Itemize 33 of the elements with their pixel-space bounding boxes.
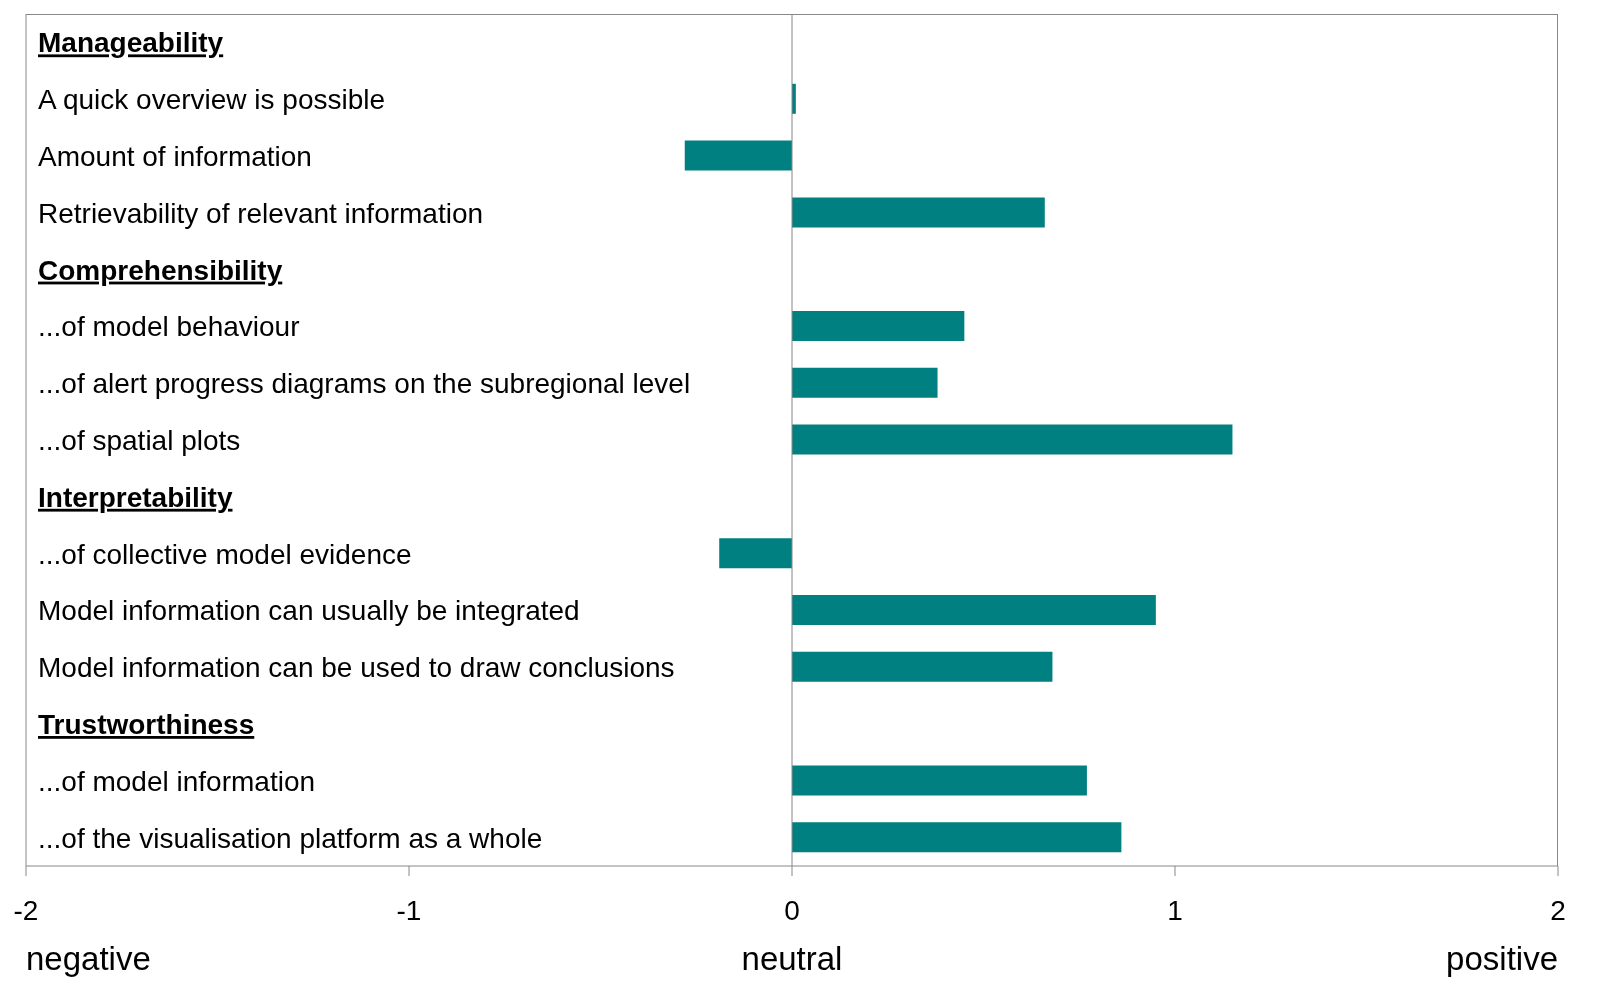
y-tick-label: Manageability — [38, 27, 224, 59]
bar — [719, 538, 792, 569]
x-tick-label: -2 — [13, 894, 39, 926]
text: neutral — [741, 940, 843, 978]
bar — [792, 822, 1122, 853]
bar — [792, 651, 1053, 682]
y-tick-label: ...of alert progress diagrams on the subregional level — [38, 368, 691, 400]
y-tick-label: Retrievability of relevant information — [38, 197, 484, 229]
x-tick-label: 2 — [1550, 894, 1566, 926]
x-tick-label: -1 — [396, 894, 422, 926]
y-tick-label: A quick overview is possible — [38, 84, 386, 116]
y-tick-label: ...of the visualisation platform as a whole — [38, 822, 543, 854]
bar — [792, 197, 1045, 228]
y-tick-label: ...of model information — [38, 765, 316, 797]
x-tick-label: 1 — [1167, 894, 1183, 926]
x-tick-label: 0 — [784, 894, 800, 926]
bar — [684, 140, 792, 171]
y-tick-label: Interpretability — [38, 481, 233, 513]
text: positive — [1446, 940, 1558, 978]
bar — [792, 595, 1156, 625]
bar — [792, 367, 938, 398]
y-tick-label: ...of model behaviour — [38, 311, 300, 343]
y-tick-label: Model information can usually be integrated — [38, 595, 580, 627]
y-tick-label: Model information can be used to draw conclusions — [38, 652, 675, 684]
y-tick-label: Trustworthiness — [38, 709, 255, 740]
y-tick-label: Comprehensibility — [38, 254, 283, 286]
bar — [792, 311, 965, 341]
y-tick-label: Amount of information — [38, 141, 312, 172]
y-tick-label: ...of spatial plots — [38, 425, 241, 456]
y-tick-label: ...of collective model evidence — [38, 538, 412, 570]
bar — [792, 765, 1087, 796]
bar — [792, 424, 1233, 455]
text: negative — [26, 940, 151, 978]
